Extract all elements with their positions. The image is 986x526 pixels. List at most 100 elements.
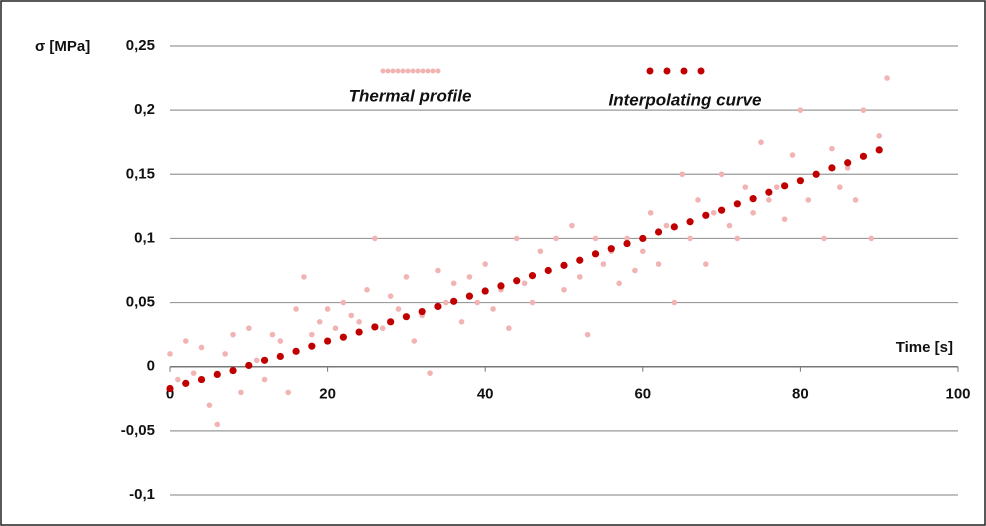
- curve-point: [544, 266, 552, 275]
- thermal-point: [175, 376, 181, 383]
- legend-marker: [410, 68, 416, 74]
- thermal-point: [852, 197, 859, 203]
- thermal-point: [537, 248, 544, 255]
- legend-marker: [435, 68, 441, 74]
- thermal-point: [766, 197, 772, 203]
- thermal-point: [458, 319, 465, 325]
- thermal-point: [301, 274, 307, 280]
- x-tick-label: 20: [319, 386, 336, 403]
- legend-marker: [680, 67, 688, 75]
- thermal-point: [553, 235, 559, 242]
- curve-point: [434, 302, 442, 311]
- thermal-point: [521, 280, 528, 287]
- thermal-point: [868, 235, 875, 242]
- thermal-point: [206, 402, 213, 409]
- thermal-point: [837, 184, 843, 190]
- thermal-point: [640, 248, 646, 255]
- thermal-point: [884, 75, 890, 81]
- legend-marker: [400, 68, 406, 74]
- x-axis-label: Time [s]: [896, 339, 953, 356]
- curve-point: [686, 218, 694, 226]
- thermal-point: [734, 235, 741, 242]
- thermal-point: [687, 235, 693, 242]
- thermal-point: [443, 299, 449, 306]
- legend-marker: [380, 68, 386, 74]
- thermal-point: [506, 325, 512, 332]
- curve-point: [796, 177, 805, 185]
- thermal-point: [269, 331, 276, 338]
- thermal-point: [309, 331, 315, 338]
- legend-marker: [385, 68, 391, 74]
- y-tick-label: -0,05: [121, 422, 155, 439]
- thermal-point: [435, 267, 441, 274]
- curve-point: [481, 287, 489, 295]
- thermal-point: [411, 338, 418, 344]
- x-tick-label: 60: [634, 386, 651, 403]
- thermal-point: [876, 133, 882, 139]
- legend-marker: [390, 68, 396, 74]
- thermal-point: [277, 338, 284, 344]
- y-tick-label: 0,25: [126, 37, 155, 54]
- thermal-point: [238, 389, 244, 396]
- legend-marker: [420, 68, 426, 74]
- curve-point: [371, 323, 379, 331]
- curve-point: [308, 342, 316, 350]
- thermal-point: [387, 293, 394, 299]
- thermal-point: [829, 145, 835, 152]
- curve-point: [607, 245, 615, 253]
- thermal-point: [340, 299, 347, 306]
- thermal-point: [450, 280, 457, 287]
- thermal-point: [482, 261, 489, 267]
- curve-point: [528, 272, 537, 280]
- legend-marker: [395, 68, 401, 74]
- legend-marker: [415, 68, 421, 74]
- curve-point: [875, 146, 883, 154]
- legend-label: Interpolating curve: [608, 90, 761, 109]
- thermal-point: [214, 421, 221, 428]
- curve-point: [402, 313, 410, 321]
- thermal-point: [797, 107, 804, 113]
- thermal-point: [671, 299, 678, 306]
- curve-point: [670, 223, 678, 231]
- thermal-point: [427, 370, 433, 376]
- thermal-point: [490, 306, 496, 312]
- thermal-point: [805, 197, 812, 203]
- curve-point: [623, 239, 631, 248]
- x-tick-label: 100: [945, 386, 970, 403]
- y-axis-label: σ [MPa]: [35, 38, 90, 55]
- thermal-point: [726, 222, 733, 229]
- curve-point: [702, 211, 710, 219]
- y-tick-label: 0: [147, 358, 155, 375]
- thermal-point: [695, 197, 701, 203]
- curve-point: [844, 159, 852, 167]
- thermal-point: [261, 376, 268, 383]
- thermal-point: [703, 261, 709, 267]
- legend-marker: [405, 68, 411, 74]
- thermal-point: [190, 370, 197, 376]
- legend-label: Thermal profile: [349, 86, 472, 105]
- thermal-point: [332, 325, 339, 332]
- y-tick-label: 0,1: [134, 229, 155, 246]
- thermal-point: [167, 351, 173, 357]
- thermal-point: [182, 338, 189, 344]
- thermal-point: [513, 235, 520, 242]
- curve-point: [229, 366, 237, 375]
- curve-point: [765, 188, 773, 196]
- thermal-point: [742, 184, 749, 190]
- curve-point: [781, 182, 789, 190]
- thermal-point: [364, 286, 370, 293]
- thermal-point: [569, 222, 575, 229]
- curve-point: [497, 282, 505, 290]
- curve-point: [245, 361, 253, 370]
- thermal-point: [198, 344, 205, 351]
- thermal-point: [821, 235, 827, 242]
- thermal-point: [316, 319, 323, 325]
- thermal-point: [372, 235, 378, 242]
- thermal-point: [710, 209, 717, 216]
- thermal-point: [624, 235, 630, 242]
- thermal-point: [222, 351, 228, 357]
- curve-point: [749, 195, 757, 203]
- thermal-point: [584, 331, 591, 338]
- thermal-point: [758, 139, 764, 146]
